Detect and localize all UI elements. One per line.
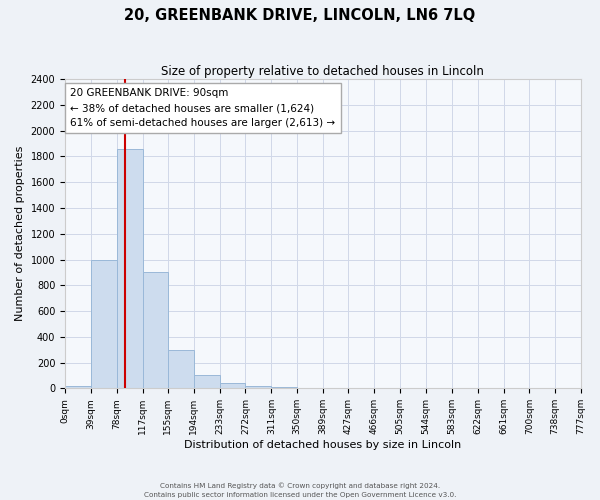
Bar (91, 260, 117, 388)
X-axis label: Distribution of detached houses by size in Lincoln: Distribution of detached houses by size … (184, 440, 461, 450)
Bar (194, 376, 220, 388)
Bar (245, 386, 271, 388)
Y-axis label: Number of detached properties: Number of detached properties (15, 146, 25, 322)
Bar (117, 148, 143, 388)
Text: 20 GREENBANK DRIVE: 90sqm
← 38% of detached houses are smaller (1,624)
61% of se: 20 GREENBANK DRIVE: 90sqm ← 38% of detac… (70, 88, 335, 128)
Title: Size of property relative to detached houses in Lincoln: Size of property relative to detached ho… (161, 65, 484, 78)
Bar (65, 386, 91, 388)
Bar (168, 350, 194, 389)
Bar (220, 382, 245, 388)
Bar (143, 272, 168, 388)
Bar (271, 387, 297, 388)
Text: Contains HM Land Registry data © Crown copyright and database right 2024.
Contai: Contains HM Land Registry data © Crown c… (144, 482, 456, 498)
Text: 20, GREENBANK DRIVE, LINCOLN, LN6 7LQ: 20, GREENBANK DRIVE, LINCOLN, LN6 7LQ (124, 8, 476, 22)
